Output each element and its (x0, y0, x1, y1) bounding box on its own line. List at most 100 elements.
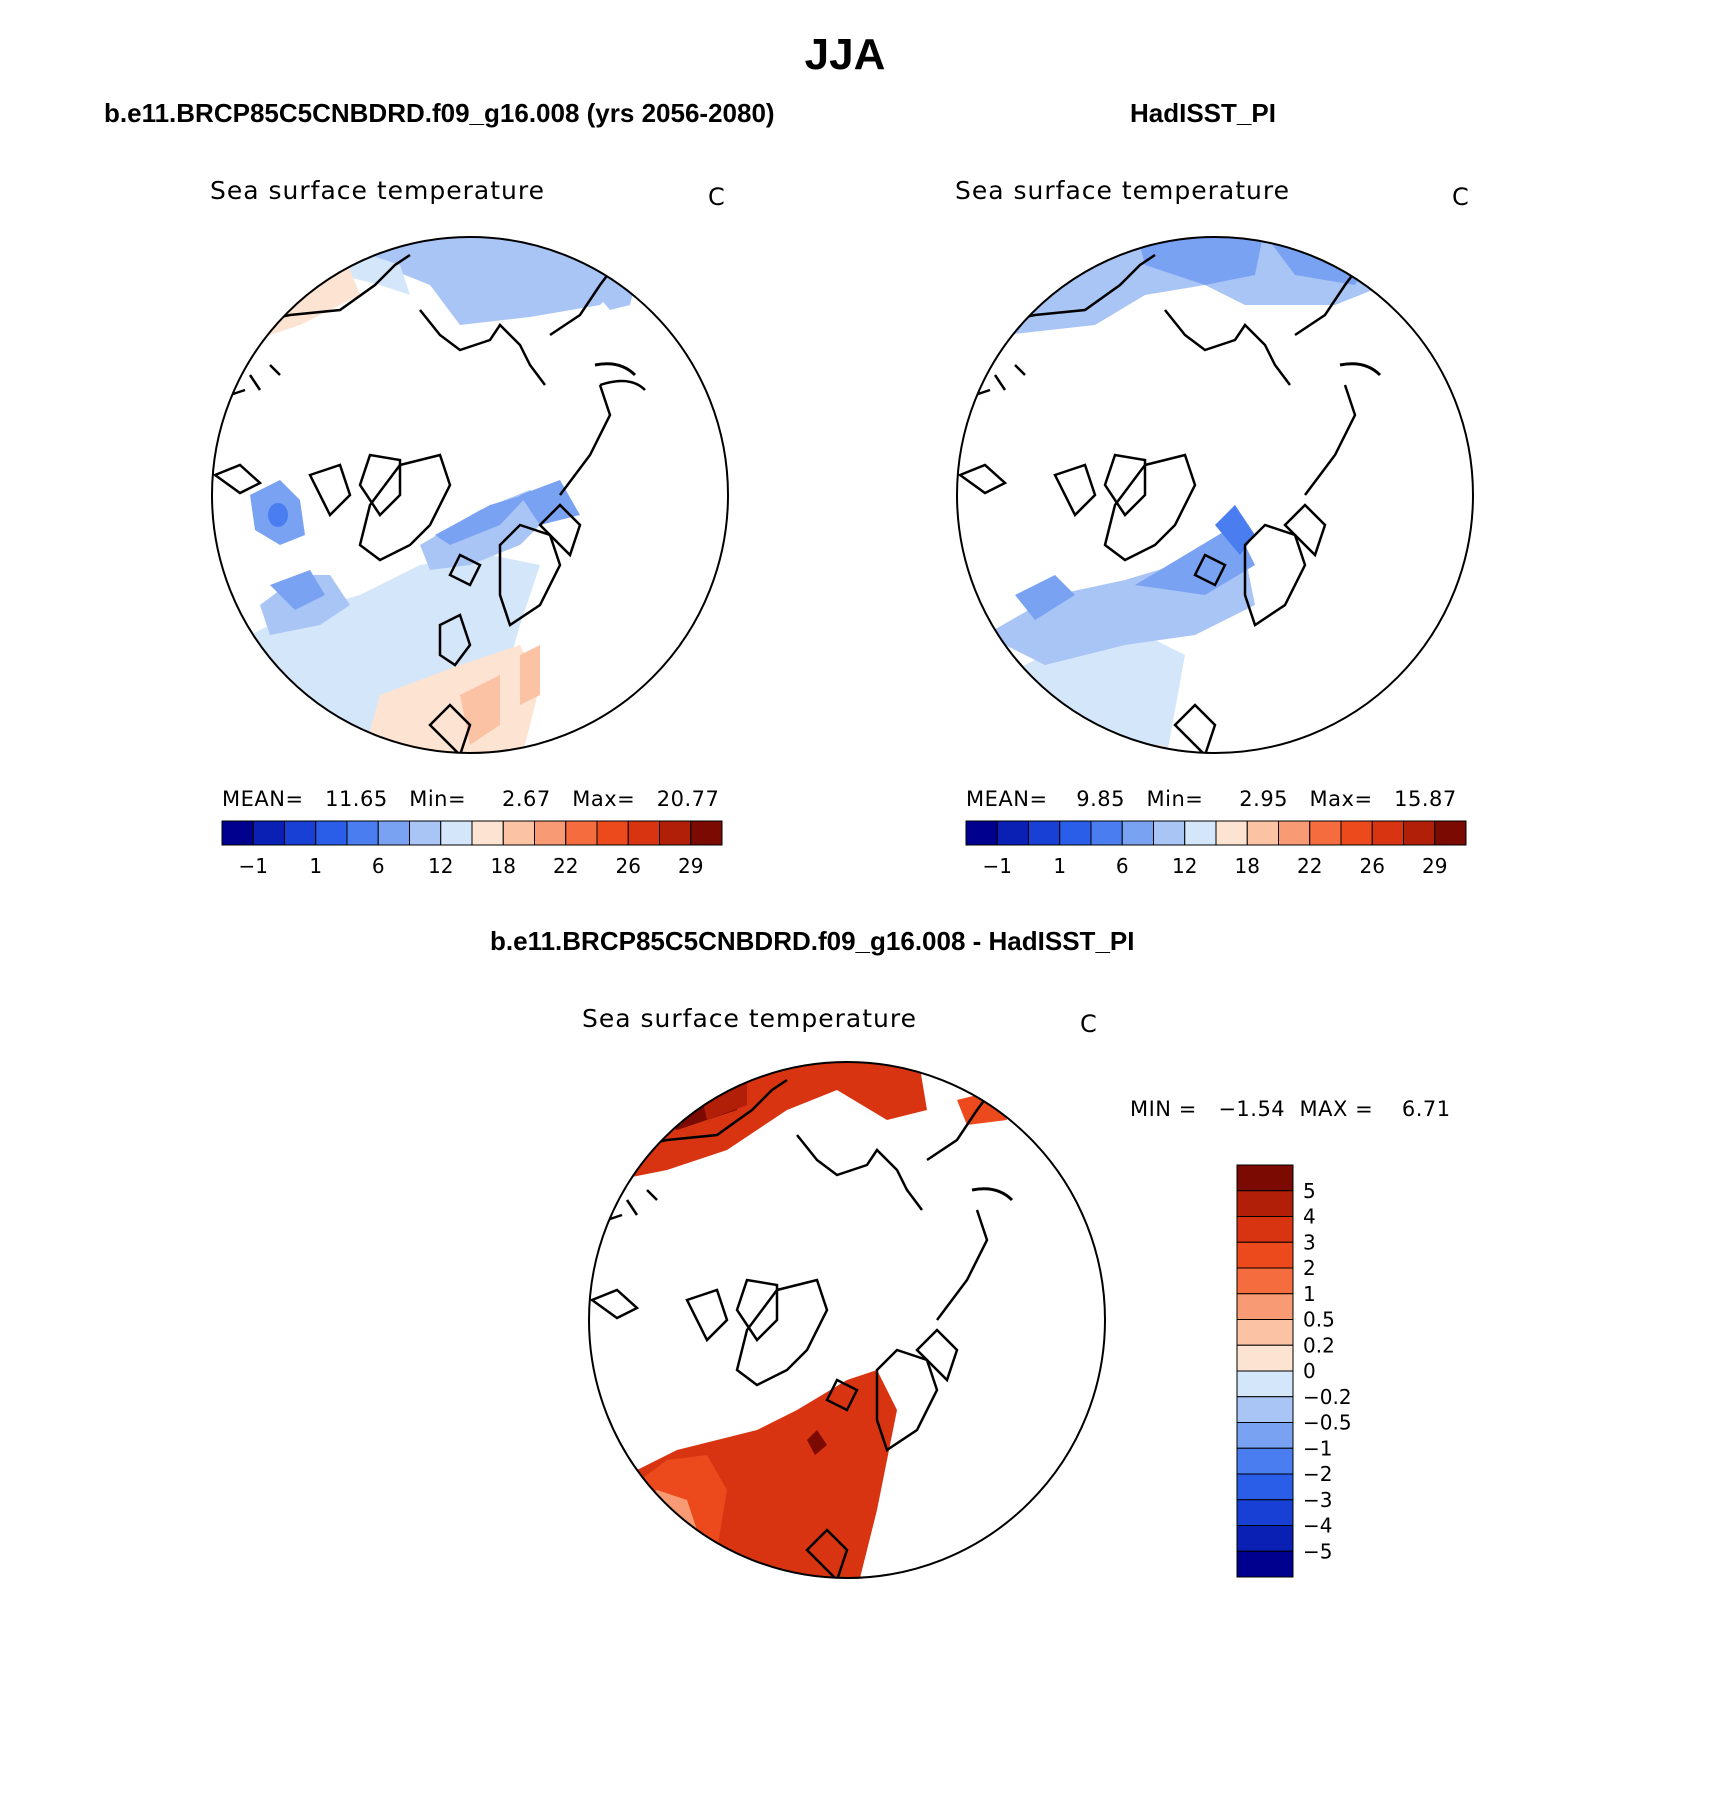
colorbar-swatch (1121, 820, 1154, 846)
colorbar-tick-label: 1 (309, 854, 322, 878)
colorbar-tick-label: 1 (1303, 1282, 1316, 1306)
model-nordic-dark (435, 493, 530, 545)
colorbar-swatch (1028, 820, 1061, 846)
colorbar-tick-label: 0 (1303, 1359, 1316, 1383)
colorbar-swatch (1309, 820, 1342, 846)
colorbar-swatch (1236, 1267, 1294, 1295)
obs-panel-header: HadISST_PI (1130, 98, 1276, 128)
model-baltic (520, 645, 540, 705)
obs-nordic (1135, 525, 1255, 595)
model-panel-header: b.e11.BRCP85C5CNBDRD.f09_g16.008 (yrs 20… (104, 98, 775, 128)
diff-units: C (1080, 1010, 1097, 1038)
obs-polar-map (956, 236, 1474, 754)
model-units: C (708, 183, 725, 211)
obs-variable-title: Sea surface temperature (955, 176, 1290, 205)
colorbar-tick-label: −2 (1303, 1462, 1332, 1486)
model-nordic-seas (420, 490, 560, 570)
colorbar-swatch (471, 820, 504, 846)
colorbar-swatch (1236, 1499, 1294, 1526)
diff-hotspot (807, 1430, 827, 1455)
diff-cold-core (637, 1528, 659, 1560)
colorbar-swatch (1236, 1293, 1294, 1320)
colorbar-tick-label: 18 (491, 854, 516, 878)
colorbar-swatch (1236, 1216, 1294, 1243)
colorbar-swatch (1184, 820, 1217, 846)
colorbar-swatch (1278, 820, 1311, 846)
colorbar-swatch (596, 820, 629, 846)
model-barents-sea (520, 480, 580, 525)
colorbar-swatch (346, 820, 379, 846)
obs-ne-atlantic-warm (1095, 745, 1165, 753)
model-colorbar: −1 1 6 12 18 22 26 29 (221, 820, 723, 878)
colorbar-swatch (1236, 1396, 1294, 1423)
colorbar-tick-label: 18 (1235, 854, 1260, 878)
colorbar-swatch (409, 820, 442, 846)
colorbar-swatch (1236, 1422, 1294, 1449)
colorbar-tick-label: 22 (1297, 854, 1322, 878)
diff-atlantic-light (627, 1490, 697, 1578)
colorbar-swatch (534, 820, 567, 846)
colorbar-tick-label: 1 (1053, 854, 1066, 878)
colorbar-swatch (1246, 820, 1279, 846)
colorbar-tick-label: 0.5 (1303, 1308, 1335, 1332)
colorbar-swatch (315, 820, 348, 846)
colorbar-tick-label: 2 (1303, 1256, 1316, 1280)
model-labrador-dark (270, 570, 325, 610)
colorbar-swatch (1434, 820, 1467, 846)
colorbar-swatch (659, 820, 692, 846)
colorbar-swatch (1236, 1164, 1294, 1192)
model-polar-map (211, 236, 729, 754)
colorbar-tick-label: −1 (1303, 1436, 1332, 1460)
colorbar-tick-label: 26 (616, 854, 641, 878)
colorbar-tick-label: 5 (1303, 1179, 1316, 1203)
colorbar-tick-label: −1 (239, 854, 268, 878)
diff-cold-pool (632, 1520, 677, 1578)
colorbar-swatch (1059, 820, 1092, 846)
colorbar-swatch (965, 820, 998, 846)
colorbar-swatch (1236, 1525, 1294, 1552)
colorbar-tick-label: −1 (983, 854, 1012, 878)
colorbar-swatch (440, 820, 473, 846)
colorbar-tick-label: 26 (1360, 854, 1385, 878)
colorbar-swatch (565, 820, 598, 846)
obs-colorbar: −1 1 6 12 18 22 26 29 (965, 820, 1467, 878)
colorbar-tick-label: 12 (1172, 854, 1197, 878)
colorbar-swatch (221, 820, 254, 846)
colorbar-swatch (1403, 820, 1436, 846)
obs-stats: MEAN= 9.85 Min= 2.95 Max= 15.87 (966, 787, 1457, 811)
diff-stats: MIN = −1.54 MAX = 6.71 (1130, 1097, 1451, 1121)
colorbar-swatch (284, 820, 317, 846)
colorbar-swatch (1236, 1319, 1294, 1346)
colorbar-swatch (1215, 820, 1248, 846)
colorbar-tick-label: 6 (1116, 854, 1129, 878)
colorbar-tick-label: −3 (1303, 1488, 1332, 1512)
colorbar-swatch (1236, 1447, 1294, 1475)
colorbar-swatch (1090, 820, 1123, 846)
colorbar-tick-label: 0.2 (1303, 1333, 1335, 1357)
colorbar-swatch (252, 820, 285, 846)
colorbar-swatch (1153, 820, 1186, 846)
colorbar-tick-label: −5 (1303, 1539, 1332, 1563)
colorbar-swatch (1371, 820, 1404, 846)
colorbar-swatch (1236, 1190, 1294, 1217)
colorbar-tick-label: 6 (372, 854, 385, 878)
obs-norway-dark (1215, 505, 1255, 555)
colorbar-swatch (690, 820, 723, 846)
colorbar-tick-label: 12 (428, 854, 453, 878)
colorbar-swatch (1236, 1241, 1294, 1269)
colorbar-swatch (996, 820, 1029, 846)
colorbar-tick-label: 3 (1303, 1230, 1316, 1254)
colorbar-swatch (627, 820, 660, 846)
colorbar-swatch (1236, 1344, 1294, 1372)
model-variable-title: Sea surface temperature (210, 176, 545, 205)
colorbar-swatch (1236, 1550, 1294, 1578)
diff-panel-header: b.e11.BRCP85C5CNBDRD.f09_g16.008 - HadIS… (490, 926, 1135, 956)
colorbar-swatch (377, 820, 410, 846)
colorbar-tick-label: −4 (1303, 1514, 1332, 1538)
colorbar-swatch (502, 820, 535, 846)
colorbar-swatch (1236, 1370, 1294, 1398)
diff-variable-title: Sea surface temperature (582, 1004, 917, 1033)
colorbar-tick-label: −0.2 (1303, 1385, 1352, 1409)
colorbar-tick-label: 22 (553, 854, 578, 878)
